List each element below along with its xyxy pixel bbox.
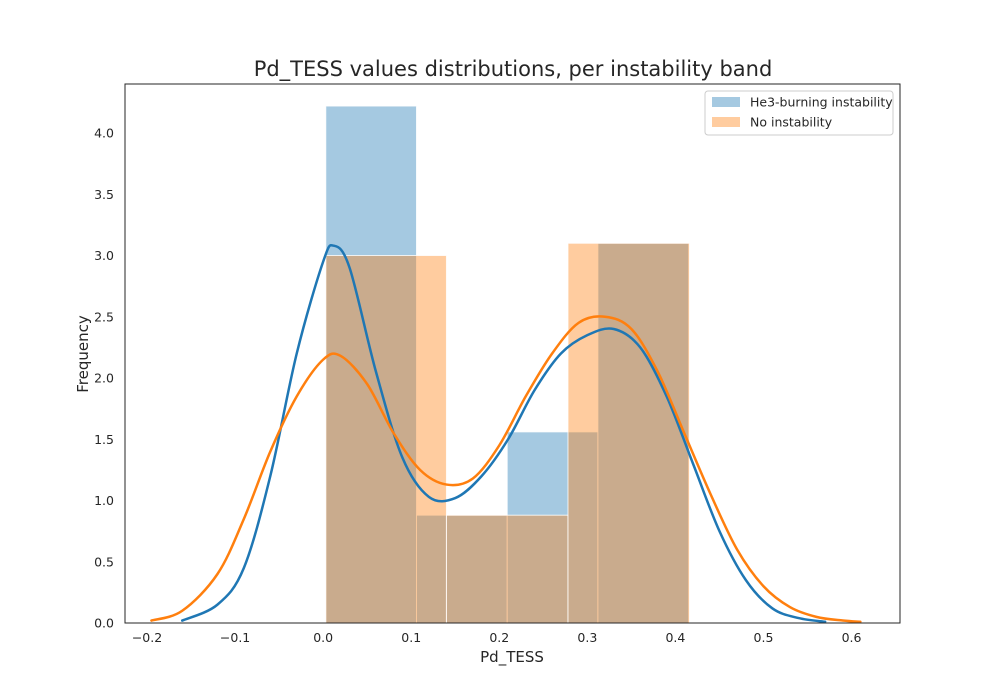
x-tick-label: 0.6 bbox=[842, 630, 862, 645]
histogram-bar-series-1-bin-2 bbox=[567, 242, 691, 624]
x-tick-label: 0.4 bbox=[665, 630, 685, 645]
y-axis-ticks: 0.0 0.5 1.0 1.5 2.0 2.5 3.0 3.5 4.0 bbox=[94, 126, 114, 631]
y-tick-label: 1.0 bbox=[94, 493, 114, 508]
y-tick-label: 1.5 bbox=[94, 432, 114, 447]
y-tick-label: 2.0 bbox=[94, 371, 114, 386]
histogram-bar-series-0-bin-0 bbox=[325, 105, 418, 624]
x-tick-label: −0.2 bbox=[132, 630, 162, 645]
x-tick-label: 0.2 bbox=[489, 630, 509, 645]
kde-curves bbox=[150, 243, 862, 624]
legend-swatch bbox=[712, 117, 740, 127]
x-tick-label: 0.3 bbox=[577, 630, 597, 645]
y-tick-label: 4.0 bbox=[94, 126, 114, 141]
histogram-bar-series-0-bin-2 bbox=[506, 431, 599, 624]
histogram-bar-series-1-bin-0 bbox=[325, 255, 447, 624]
x-axis-ticks: −0.2 −0.1 0.0 0.1 0.2 0.3 0.4 0.5 0.6 bbox=[132, 630, 862, 645]
x-axis-label: Pd_TESS bbox=[480, 648, 544, 667]
histogram-bar-series-1-bin-1 bbox=[445, 514, 569, 624]
y-tick-label: 0.0 bbox=[94, 616, 114, 631]
x-tick-label: 0.0 bbox=[313, 630, 333, 645]
x-tick-label: −0.1 bbox=[220, 630, 250, 645]
histogram-bar-series-0-bin-1 bbox=[416, 514, 508, 624]
legend-swatch bbox=[712, 97, 740, 107]
kde-curve-series-1 bbox=[150, 315, 862, 624]
x-tick-label: 0.1 bbox=[401, 630, 421, 645]
legend-label: No instability bbox=[750, 115, 833, 130]
y-tick-label: 0.5 bbox=[94, 554, 114, 569]
histogram-bars bbox=[325, 105, 691, 624]
chart-title: Pd_TESS values distributions, per instab… bbox=[254, 57, 773, 82]
y-tick-label: 3.0 bbox=[94, 248, 114, 263]
histogram-bar-series-0-bin-3 bbox=[597, 242, 690, 624]
plot-frame bbox=[124, 83, 901, 624]
kde-curve-series-0 bbox=[180, 243, 827, 624]
y-tick-label: 3.5 bbox=[94, 187, 114, 202]
y-tick-label: 2.5 bbox=[94, 309, 114, 324]
y-axis-label: Frequency bbox=[74, 315, 92, 393]
legend-box bbox=[704, 90, 894, 136]
legend-label: He3-burning instability bbox=[750, 95, 893, 110]
x-tick-label: 0.5 bbox=[754, 630, 774, 645]
legend: He3-burning instability No instability bbox=[704, 90, 894, 136]
